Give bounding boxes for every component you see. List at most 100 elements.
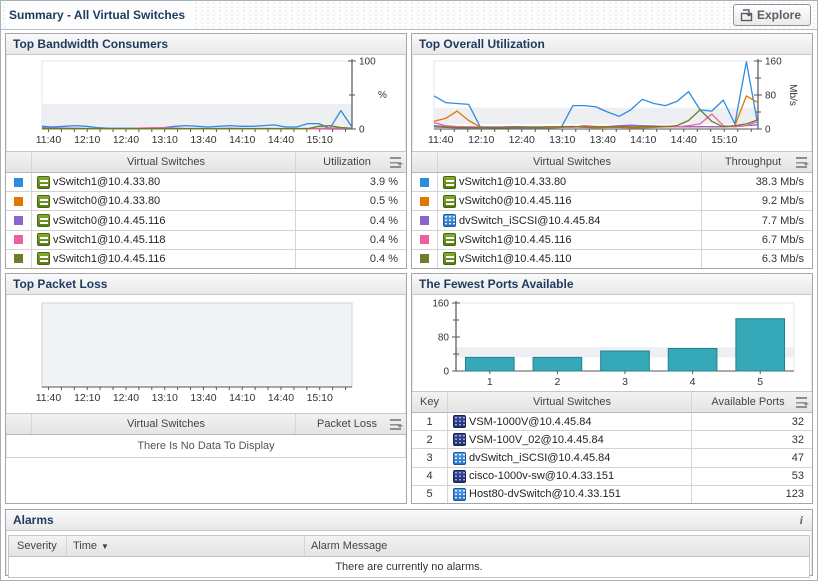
column-header-packet-loss[interactable]: Packet Loss [296,414,406,434]
table-row[interactable]: vSwitch1@10.4.45.116 0.4 % [6,249,406,269]
switch-name: vSwitch0@10.4.45.116 [53,214,166,227]
panel-top-packet-loss: Top Packet Loss 11:40 12:10 12:40 13:10 13:4… [5,273,407,504]
svg-text:11:40: 11:40 [36,392,62,404]
key-cell: 3 [412,449,448,467]
table-row[interactable]: vSwitch0@10.4.33.80 0.5 % [6,192,406,212]
switch-icon [443,233,456,247]
throughput-value: 7.7 Mb/s [761,214,804,227]
panel-title: Top Overall Utilization [419,37,545,51]
dashboard-title-bar: Summary - All Virtual Switches Explore [1,1,817,30]
column-header-key[interactable]: Key [412,392,448,412]
panel-header: Top Packet Loss [6,274,406,295]
available-ports-value: 123 [785,488,804,501]
table-header-row[interactable]: Virtual Switches Packet Loss [6,414,406,435]
column-header-virtual-switches[interactable]: Virtual Switches [32,152,296,172]
switch-icon [37,194,50,208]
svg-text:2: 2 [554,376,560,388]
svg-text:0: 0 [443,367,449,378]
column-customizer-icon[interactable] [796,156,809,168]
table-row[interactable]: vSwitch1@10.4.45.110 6.3 Mb/s [412,249,812,269]
table-header-row[interactable]: Key Virtual Switches Available Ports [412,392,812,413]
svg-text:15:10: 15:10 [307,392,333,404]
column-header-available-ports[interactable]: Available Ports [692,392,812,412]
no-alarms-message: There are currently no alarms. [9,557,809,577]
svg-text:80: 80 [765,91,777,102]
bandwidth-line-chart: 11:40 12:10 12:40 13:10 13:40 14:10 14:40 15:10… [6,55,406,151]
table-header-row[interactable]: Virtual Switches Utilization [6,152,406,173]
svg-text:5: 5 [757,376,763,388]
svg-text:15:10: 15:10 [307,134,333,146]
column-header-alarm-message[interactable]: Alarm Message [311,540,388,552]
switch-name: vSwitch0@10.4.33.80 [53,195,161,208]
available-ports-value: 32 [791,415,804,428]
legend-color-column-header [6,152,32,172]
explore-button[interactable]: Explore [732,4,811,26]
svg-text:12:40: 12:40 [113,134,139,146]
column-header-severity[interactable]: Severity [9,536,67,556]
column-header-virtual-switches[interactable]: Virtual Switches [448,392,692,412]
table-row[interactable]: 2 VSM-100V_02@10.4.45.84 32 [412,431,812,450]
legend-color-column-header [6,414,32,434]
column-header-virtual-switches[interactable]: Virtual Switches [438,152,702,172]
switch-name: vSwitch1@10.4.45.116 [459,233,572,246]
svg-text:13:10: 13:10 [152,134,178,146]
svg-text:Mb/s: Mb/s [787,84,798,106]
switch-name: dvSwitch_iSCSI@10.4.45.84 [459,214,601,227]
info-icon[interactable]: i [799,513,803,527]
column-customizer-icon[interactable] [796,396,809,408]
switch-icon [453,433,466,447]
packet-loss-table: Virtual Switches Packet Loss There Is No… [6,413,406,458]
utilization-value: 0.4 % [369,214,398,227]
table-row[interactable]: 5 Host80-dvSwitch@10.4.33.151 123 [412,485,812,504]
column-header-throughput[interactable]: Throughput [702,152,812,172]
table-row[interactable]: vSwitch1@10.4.45.118 0.4 % [6,230,406,250]
ports-table: Key Virtual Switches Available Ports 1 V… [412,391,812,504]
column-customizer-icon[interactable] [390,418,403,430]
table-row[interactable]: vSwitch0@10.4.45.116 0.4 % [6,211,406,231]
table-header-row[interactable]: Severity Time ▼ Alarm Message [9,536,809,557]
table-header-row[interactable]: Virtual Switches Throughput [412,152,812,173]
panel-header: The Fewest Ports Available [412,274,812,295]
page-title: Summary - All Virtual Switches [9,1,196,29]
table-row[interactable]: dvSwitch_iSCSI@10.4.45.84 7.7 Mb/s [412,211,812,231]
series-color-swatch [14,235,23,245]
column-customizer-icon[interactable] [390,156,403,168]
key-cell: 1 [412,413,448,431]
no-data-message: There Is No Data To Display [6,435,406,458]
svg-text:12:10: 12:10 [74,134,100,146]
switch-name: vSwitch1@10.4.33.80 [459,176,567,189]
table-row[interactable]: 3 dvSwitch_iSCSI@10.4.45.84 47 [412,449,812,468]
table-row[interactable]: 4 cisco-1000v-sw@10.4.33.151 53 [412,467,812,486]
svg-text:160: 160 [432,299,449,310]
panel-top-overall-utilization: Top Overall Utilization 11:40 12:10 12:40 1… [411,33,813,269]
panel-header: Alarms i [6,510,812,531]
alarms-table: Severity Time ▼ Alarm Message There are … [8,535,810,578]
utilization-value: 0.4 % [369,252,398,265]
switch-name: cisco-1000v-sw@10.4.33.151 [469,470,615,483]
panel-header: Top Overall Utilization [412,34,812,55]
table-row[interactable]: vSwitch1@10.4.33.80 3.9 % [6,173,406,193]
switch-icon [453,487,466,501]
column-header-utilization[interactable]: Utilization [296,152,406,172]
column-header-virtual-switches[interactable]: Virtual Switches [32,414,296,434]
svg-text:80: 80 [438,333,450,344]
svg-text:12:10: 12:10 [74,392,100,404]
table-row[interactable]: vSwitch1@10.4.45.116 6.7 Mb/s [412,230,812,250]
switch-icon [37,214,50,227]
svg-text:14:10: 14:10 [630,134,656,146]
svg-text:15:10: 15:10 [711,134,737,146]
switch-icon [443,214,456,227]
switch-icon [453,451,466,465]
svg-text:11:40: 11:40 [36,134,62,146]
svg-text:11:40: 11:40 [428,134,454,146]
svg-text:14:40: 14:40 [671,134,697,146]
table-row[interactable]: vSwitch0@10.4.45.116 9.2 Mb/s [412,192,812,212]
panel-title: Top Packet Loss [13,277,108,291]
table-row[interactable]: 1 VSM-1000V@10.4.45.84 32 [412,413,812,432]
column-header-time[interactable]: Time ▼ [67,536,305,556]
switch-name: vSwitch1@10.4.33.80 [53,176,161,189]
key-cell: 5 [412,485,448,504]
table-row[interactable]: vSwitch1@10.4.33.80 38.3 Mb/s [412,173,812,193]
series-color-swatch [420,254,429,264]
switch-name: vSwitch0@10.4.45.116 [459,195,572,208]
